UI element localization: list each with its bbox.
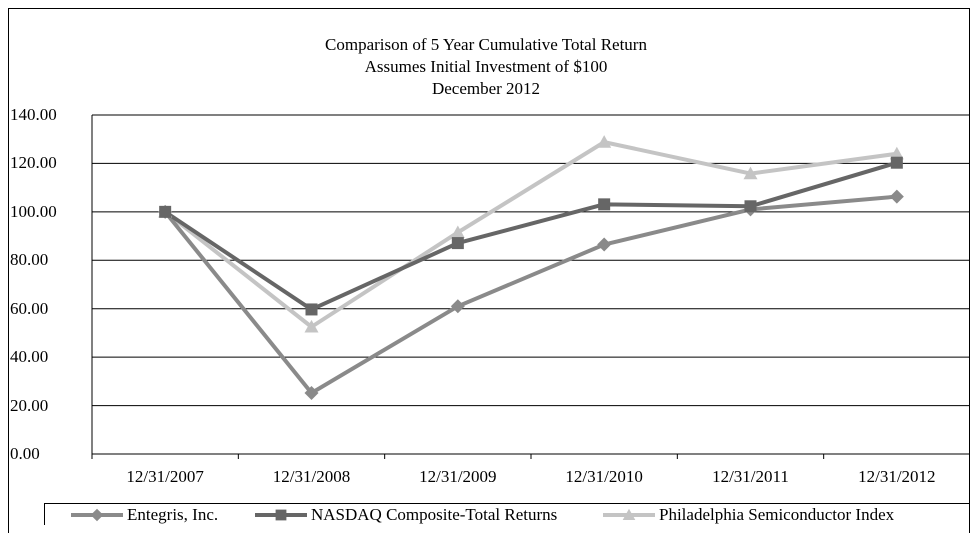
legend-swatch [255, 509, 307, 521]
x-tick-label: 12/31/2008 [272, 467, 351, 486]
y-tick-label: 100.00 [10, 201, 57, 221]
x-tick-label: 12/31/2007 [126, 467, 204, 486]
series-0-point-3 [597, 237, 612, 252]
y-tick-label: 0.00 [10, 444, 40, 463]
legend-marker [275, 509, 287, 521]
series-0-point-5 [889, 189, 904, 204]
y-tick-label: 60.00 [10, 298, 49, 318]
legend-label: NASDAQ Composite-Total Returns [311, 505, 558, 524]
chart-title-line-2: Assumes Initial Investment of $100 [364, 57, 608, 76]
x-tick-label: 12/31/2010 [565, 467, 643, 486]
chart-frame [8, 8, 970, 533]
series-2-point-3 [597, 135, 612, 148]
series-line-2 [163, 140, 898, 329]
y-tick-label: 140.00 [10, 105, 57, 124]
series-0-point-1 [304, 385, 319, 400]
legend-swatch [71, 508, 123, 522]
series-line-0 [163, 194, 898, 395]
legend-marker [90, 508, 104, 522]
series-2-point-4 [743, 166, 758, 180]
y-tick-label: 20.00 [10, 395, 49, 415]
series-1-point-5 [890, 156, 903, 169]
series-2-point-2 [450, 225, 465, 239]
legend-label: Philadelphia Semiconductor Index [659, 505, 895, 524]
series-2-point-1 [304, 319, 319, 333]
series-1-point-4 [744, 200, 757, 213]
series-2-point-5 [889, 146, 904, 160]
x-tick-label: 12/31/2012 [858, 467, 936, 486]
chart-title-line-3: December 2012 [431, 79, 541, 98]
series-line-1 [164, 160, 898, 312]
series-0-point-2 [450, 299, 465, 314]
series-1-point-3 [598, 198, 611, 211]
y-tick-label: 120.00 [10, 153, 57, 173]
chart-title-line-1: Comparison of 5 Year Cumulative Total Re… [325, 35, 647, 54]
series-1-point-0 [159, 205, 172, 218]
legend-swatch [603, 508, 655, 521]
y-tick-label: 80.00 [10, 250, 49, 270]
x-tick-label: 12/31/2009 [419, 467, 497, 486]
chart-legend: Entegris, Inc. NASDAQ Composite-Total Ret… [44, 503, 970, 525]
y-tick-label: 40.00 [10, 347, 49, 367]
x-tick-label: 12/31/2011 [712, 467, 789, 486]
series-1-point-2 [451, 237, 464, 250]
legend-marker [622, 508, 636, 521]
series-1-point-1 [305, 303, 318, 316]
legend-label: Entegris, Inc. [127, 505, 219, 524]
